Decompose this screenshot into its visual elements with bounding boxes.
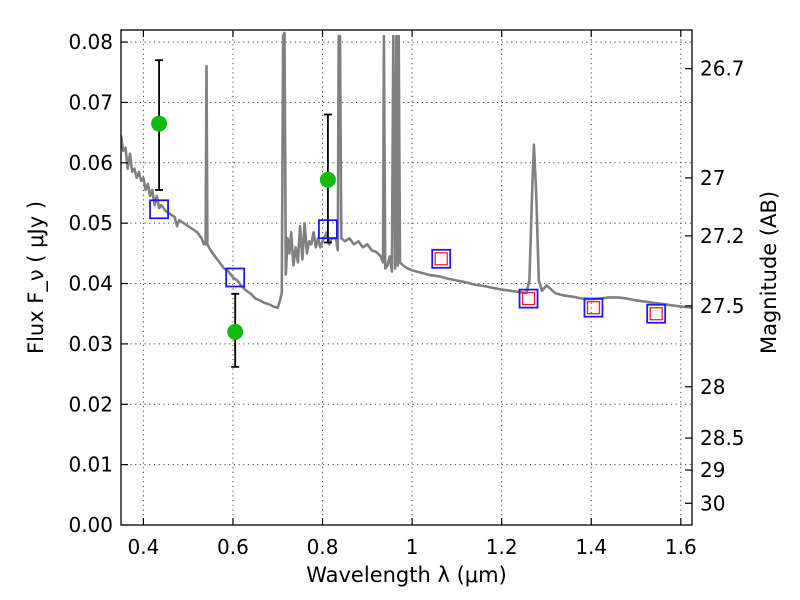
grid-layer (121, 30, 692, 525)
mag-tick-label: 27 (700, 166, 725, 190)
mag-tick-label: 30 (700, 491, 725, 515)
observed-point (319, 171, 336, 188)
mag-tick-label: 29 (700, 458, 725, 482)
x-tick-label: 0.6 (217, 535, 249, 559)
observed-point (227, 323, 244, 340)
y-tick-label: 0.03 (68, 332, 113, 356)
ticks-layer: 0.4 0.6 0.8 1 1.2 1.4 1.6 0.00 0.01 0.02 0.03 0.04 0… (68, 30, 745, 559)
y-tick-label: 0.05 (68, 211, 113, 235)
mag-tick-label: 26.7 (700, 57, 745, 81)
y2-axis-label: Magnitude (AB) (757, 191, 781, 354)
y-tick-label: 0.00 (68, 513, 113, 537)
x-tick-label: 0.4 (127, 535, 159, 559)
y-tick-label: 0.06 (68, 151, 113, 175)
model-band-inner (586, 301, 601, 315)
model-band-box (583, 297, 604, 318)
x-tick-label: 1.6 (665, 535, 697, 559)
model-band-box (149, 199, 169, 220)
y-tick-label: 0.07 (68, 90, 113, 114)
plot-frame (120, 29, 693, 526)
y-tick-label: 0.04 (68, 272, 113, 296)
mag-tick-label: 28 (700, 375, 725, 399)
model-band-box (318, 219, 338, 240)
mag-tick-label: 27.5 (700, 294, 745, 318)
model-band-box (225, 267, 246, 288)
y-tick-label: 0.02 (68, 392, 113, 416)
model-band-box (431, 248, 452, 269)
x-axis-label: Wavelength λ (μm) (306, 563, 507, 587)
y-tick-label: 0.08 (68, 30, 113, 54)
x-tick-label: 1.2 (486, 535, 518, 559)
y-axis-label: Flux F_ν ( μJy ) (24, 201, 49, 354)
mag-tick-label: 27.2 (700, 224, 745, 248)
model-band-box (518, 288, 539, 309)
model-band-inner (434, 252, 448, 266)
series-layer (121, 31, 692, 368)
spectrum-line (121, 31, 692, 309)
model-band-inner (649, 307, 663, 321)
x-tick-label: 1 (406, 535, 419, 559)
model-band-inner (521, 291, 536, 306)
x-tick-label: 1.4 (575, 535, 607, 559)
model-band-box (646, 303, 667, 324)
mag-tick-label: 28.5 (700, 426, 745, 450)
y-tick-label: 0.01 (68, 453, 113, 477)
x-tick-label: 0.8 (307, 535, 339, 559)
observed-point (151, 115, 168, 132)
